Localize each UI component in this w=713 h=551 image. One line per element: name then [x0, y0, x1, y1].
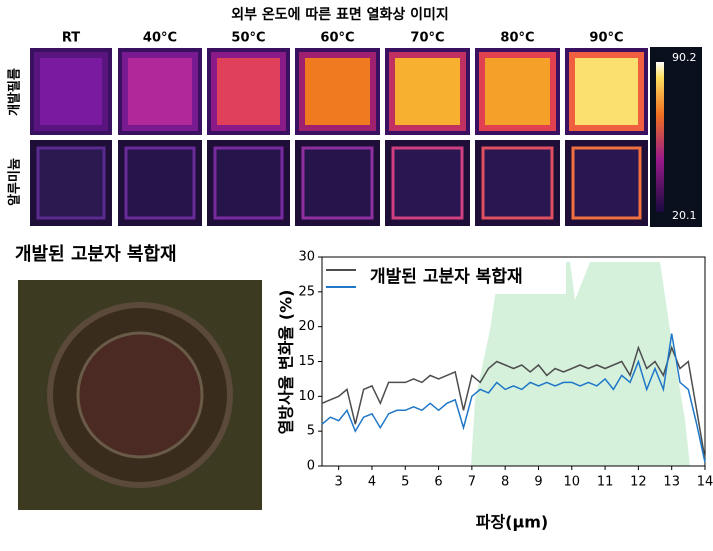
- x-tick-label: 10: [564, 475, 581, 490]
- x-tick-label: 4: [368, 475, 376, 490]
- column-label: 40°C: [143, 31, 177, 46]
- legend-box: [326, 262, 566, 294]
- thermal-frame: [301, 146, 374, 220]
- column-label: 90°C: [589, 31, 623, 46]
- thermal-frame: [124, 146, 196, 220]
- chart: 0 5 10 15 20 25 30 3 4 5 6 7 8 9 10 11 12 13 14 개발된 고분자 복합재: [298, 250, 713, 490]
- y-tick-label: 15: [298, 354, 315, 369]
- x-tick-label: 7: [468, 475, 476, 490]
- x-tick-label: 3: [335, 475, 343, 490]
- x-tick-label: 8: [501, 475, 509, 490]
- y-axis-label: 열방사율 변화율 (%): [277, 290, 296, 435]
- thermal-core: [395, 58, 460, 125]
- x-tick-label: 12: [630, 475, 647, 490]
- y-tick-label: 10: [298, 389, 315, 404]
- column-label: 70°C: [410, 31, 444, 46]
- thermal-core: [575, 58, 638, 125]
- colorbar: [656, 62, 664, 212]
- column-label: 50°C: [231, 31, 265, 46]
- y-tick-label: 0: [307, 459, 315, 474]
- column-label: RT: [62, 31, 80, 46]
- scale-max: 90.2: [672, 51, 697, 64]
- series-line: [321, 345, 706, 460]
- x-tick-label: 11: [597, 475, 614, 490]
- x-tick-label: 9: [534, 475, 542, 490]
- thermal-frame: [481, 146, 554, 220]
- scale-min: 20.1: [672, 209, 697, 222]
- thermal-core: [128, 58, 192, 125]
- thermal-frame: [213, 146, 284, 220]
- thermal-core: [40, 58, 102, 125]
- x-tick-label: 5: [401, 475, 409, 490]
- column-label: 60°C: [320, 31, 354, 46]
- x-tick-label: 13: [663, 475, 680, 490]
- legend-label: 개발된 고분자 복합재: [370, 266, 523, 287]
- thermal-title: 외부 온도에 따른 표면 열화상 이미지: [231, 6, 449, 23]
- x-tick-label: 14: [697, 475, 713, 490]
- column-label: 80°C: [500, 31, 534, 46]
- thermal-core: [217, 58, 280, 125]
- emblem-inner: [76, 331, 204, 459]
- thermal-core: [485, 58, 550, 125]
- row-label: 알루미늄: [7, 158, 23, 206]
- y-tick-label: 25: [298, 284, 315, 299]
- row-label: 개발필름: [7, 68, 23, 116]
- thermal-core: [305, 58, 370, 125]
- thermal-frame: [391, 146, 464, 220]
- thermal-frame: [36, 146, 106, 220]
- series-line: [321, 333, 706, 463]
- y-tick-label: 30: [298, 250, 315, 265]
- x-tick-label: 6: [434, 475, 442, 490]
- thermal-frame: [571, 146, 642, 220]
- y-tick-label: 20: [298, 319, 315, 334]
- transmittance-band: [471, 262, 690, 466]
- x-axis-label: 파장(μm): [476, 513, 549, 532]
- y-tick-label: 5: [307, 424, 315, 439]
- photo-caption: 개발된 고분자 복합재: [15, 243, 177, 265]
